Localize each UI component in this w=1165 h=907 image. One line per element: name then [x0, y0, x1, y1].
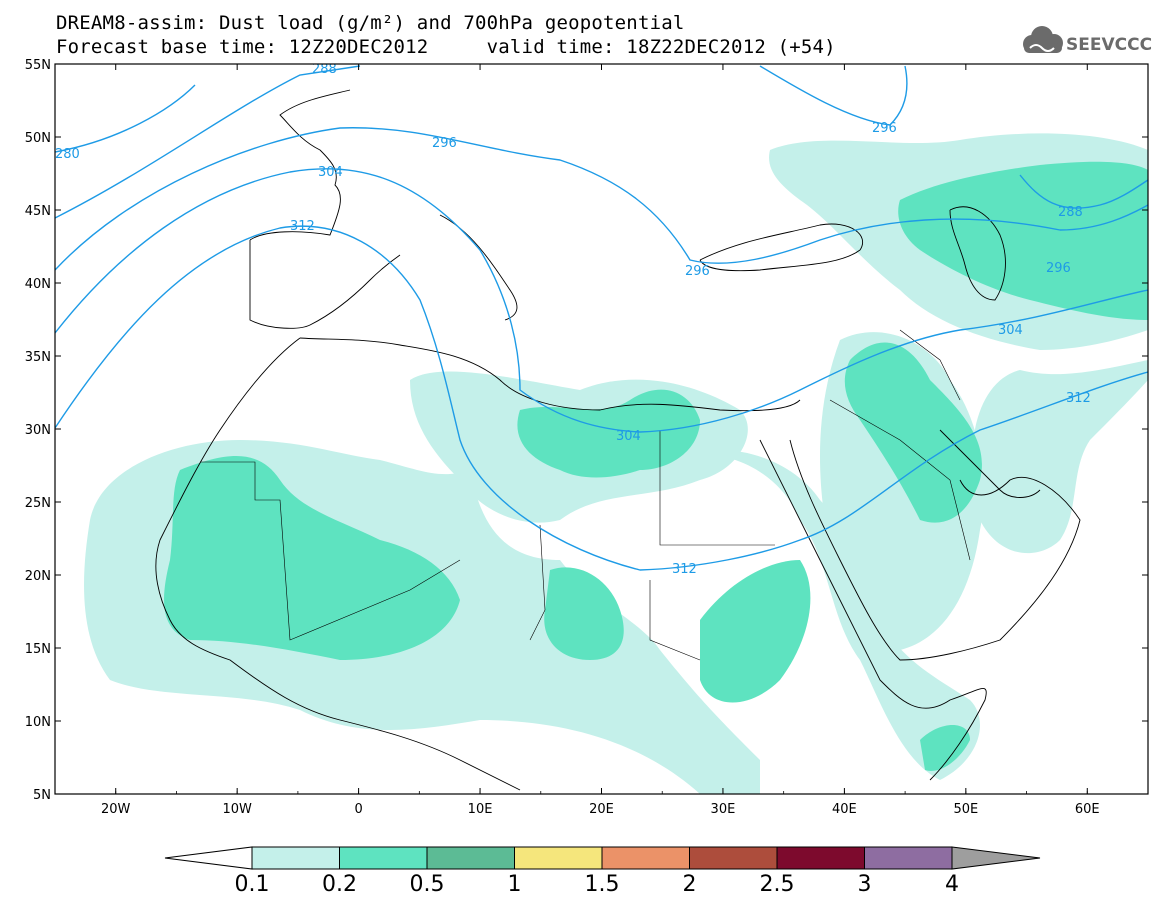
contour-304	[55, 168, 1148, 433]
colorbar-high-arrow	[951, 846, 1041, 870]
contour-label: 304	[318, 165, 343, 180]
border-iran	[899, 329, 961, 401]
coast-red-sea-west	[759, 439, 987, 781]
colorbar-box	[514, 846, 603, 870]
dust-core-chad	[544, 567, 624, 660]
chart-title-line2: Forecast base time: 12Z20DEC2012 valid t…	[56, 36, 836, 58]
lat-label: 5N	[33, 788, 51, 803]
geopotential-contours	[55, 65, 1148, 571]
contour-label: 304	[998, 323, 1023, 338]
seevccc-logo: SEEVCCC	[1023, 26, 1152, 55]
lon-label: 10W	[222, 802, 252, 817]
contour-296-east	[759, 65, 908, 126]
coastlines	[155, 89, 1081, 791]
contour-label: 280	[55, 147, 80, 162]
coast-black-sea	[699, 223, 863, 272]
contour-label: 312	[672, 562, 697, 577]
lat-label: 50N	[25, 131, 51, 146]
lat-label: 35N	[25, 350, 51, 365]
contour-labels: 288 280 296 304 312 296 288 296 304 312 …	[55, 62, 1091, 577]
colorbar-low-arrow	[164, 846, 253, 870]
coast-caspian	[949, 206, 1006, 301]
contour-288-east	[1019, 174, 1148, 209]
contour-label: 312	[290, 219, 315, 234]
latitude-labels: 55N 50N 45N 40N 35N 30N 25N 20N 15N 10N 5N	[25, 58, 51, 803]
colorbar-box	[426, 846, 515, 870]
dust-core-caspian	[898, 161, 1148, 320]
lat-label: 20N	[25, 569, 51, 584]
colorbar-box	[601, 846, 690, 870]
lon-label: 50E	[953, 802, 978, 817]
dust-core-somalia	[920, 725, 970, 771]
dust-core-iraq	[844, 342, 982, 523]
contour-label: 296	[432, 136, 457, 151]
colorbar: 0.1 0.2 0.5 1 1.5 2 2.5 3 4	[164, 846, 1041, 897]
lon-label: 0	[354, 802, 362, 817]
lat-label: 30N	[25, 423, 51, 438]
contour-288-west	[55, 84, 196, 153]
colorbar-box	[864, 846, 953, 870]
dust-area-medium	[164, 161, 1148, 771]
coast-west-africa	[155, 337, 521, 791]
coast-iberia-africa	[249, 240, 401, 329]
lat-label: 40N	[25, 277, 51, 292]
colorbar-box	[251, 846, 340, 870]
lon-label: 60E	[1075, 802, 1100, 817]
colorbar-box	[339, 846, 428, 870]
colorbar-label: 1.5	[585, 872, 620, 897]
colorbar-label: 2.5	[760, 872, 795, 897]
contour-label: 296	[872, 121, 897, 136]
axis-ticks	[54, 63, 1149, 795]
lon-label: 30E	[711, 802, 736, 817]
cloud-icon	[1023, 26, 1063, 53]
colorbar-label: 0.1	[235, 872, 270, 897]
map-content: 288 280 296 304 312 296 288 296 304 312 …	[55, 62, 1148, 794]
longitude-labels: 20W 10W 0 10E 20E 30E 40E 50E 60E	[101, 802, 1100, 817]
colorbar-label: 0.5	[410, 872, 445, 897]
lon-label: 10E	[468, 802, 493, 817]
lon-label: 20E	[589, 802, 614, 817]
coast-north-africa	[299, 337, 801, 412]
colorbar-box	[776, 846, 865, 870]
colorbar-label: 3	[858, 872, 872, 897]
dust-core-sahel	[164, 456, 461, 660]
dust-area-sudan	[660, 450, 980, 780]
border-sudan	[649, 580, 701, 661]
coast-persian-gulf	[939, 429, 1041, 498]
coast-red-sea-east	[789, 439, 1081, 661]
lat-label: 55N	[25, 58, 51, 73]
contour-296-west	[55, 127, 1148, 271]
lat-label: 25N	[25, 496, 51, 511]
lon-label: 20W	[101, 802, 131, 817]
lon-label: 40E	[832, 802, 857, 817]
colorbar-box	[689, 846, 778, 870]
contour-label: 312	[1066, 391, 1091, 406]
contour-label: 296	[685, 264, 710, 279]
lat-label: 45N	[25, 204, 51, 219]
dust-core-libya	[517, 389, 700, 478]
colorbar-label: 2	[683, 872, 697, 897]
border-saudi	[829, 399, 971, 561]
contour-label: 296	[1046, 261, 1071, 276]
colorbar-label: 1	[508, 872, 522, 897]
lat-label: 15N	[25, 642, 51, 657]
logo-text: SEEVCCC	[1066, 35, 1152, 55]
dust-core-sudan	[700, 560, 811, 703]
border-algeria-mali	[200, 461, 461, 641]
lat-label: 10N	[25, 715, 51, 730]
contour-label: 288	[312, 62, 337, 77]
contour-label: 288	[1058, 205, 1083, 220]
border-chad	[529, 524, 546, 641]
country-borders	[200, 329, 971, 661]
contour-280	[55, 65, 361, 219]
colorbar-label: 0.2	[322, 872, 357, 897]
chart-title-line1: DREAM8-assim: Dust load (g/m²) and 700hP…	[56, 12, 685, 34]
colorbar-label: 4	[945, 872, 959, 897]
border-libya-egypt	[659, 430, 775, 546]
contour-label: 304	[616, 429, 641, 444]
coast-europe-atlantic	[249, 89, 351, 241]
contour-312	[55, 225, 1148, 571]
